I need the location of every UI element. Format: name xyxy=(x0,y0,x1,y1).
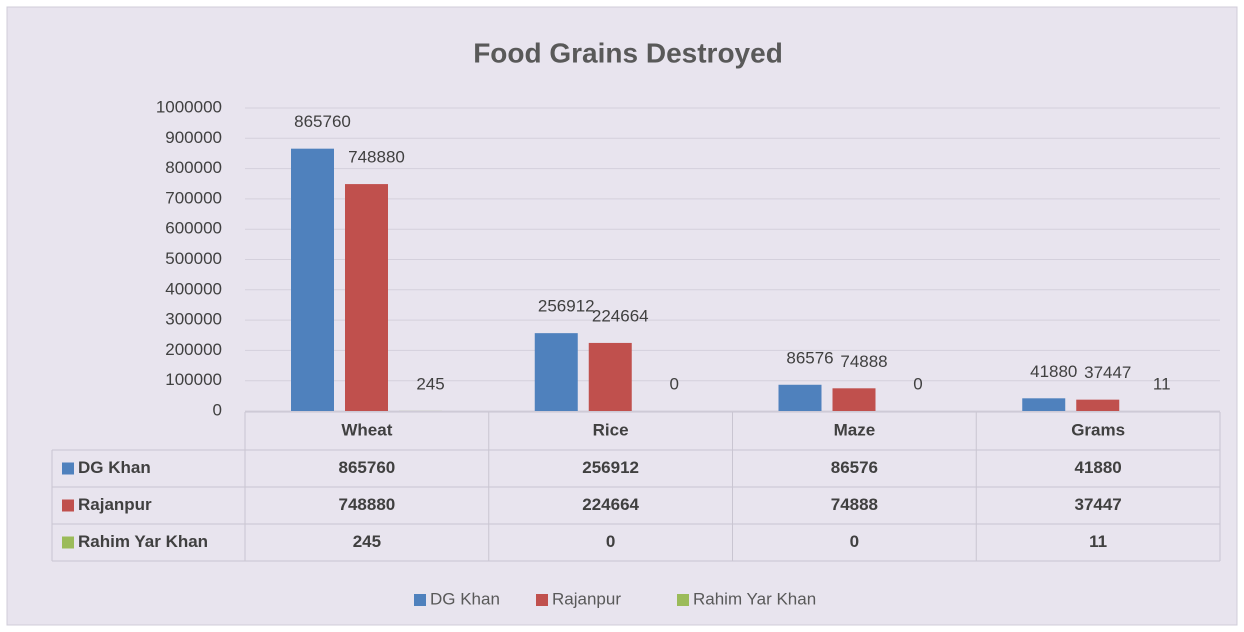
table-row-label: DG Khan xyxy=(78,458,151,477)
table-legend-key xyxy=(62,536,74,549)
table-cell: 865760 xyxy=(339,458,396,477)
table-cell: 256912 xyxy=(582,458,639,477)
table-cell: 0 xyxy=(850,532,859,551)
table-cell: 11 xyxy=(1089,532,1107,551)
bar xyxy=(291,148,334,411)
data-label: 11 xyxy=(1153,374,1171,393)
data-label: 0 xyxy=(913,374,922,393)
y-tick-label: 600000 xyxy=(165,219,222,238)
bar xyxy=(1076,399,1120,411)
legend-key xyxy=(414,594,426,606)
legend-label: Rajanpur xyxy=(552,589,621,608)
y-tick-label: 1000000 xyxy=(156,97,222,116)
data-label: 256912 xyxy=(538,297,595,316)
table-row-label: Rajanpur xyxy=(78,495,152,514)
data-label: 0 xyxy=(670,374,679,393)
table-cell: 37447 xyxy=(1074,495,1121,514)
bar xyxy=(1022,398,1066,411)
table-header: Maze xyxy=(834,420,876,439)
data-label: 86576 xyxy=(786,348,833,367)
legend-label: DG Khan xyxy=(430,589,500,608)
y-tick-label: 200000 xyxy=(165,340,222,359)
bar xyxy=(345,184,388,411)
table-header: Wheat xyxy=(341,420,392,439)
table-cell: 748880 xyxy=(339,495,396,514)
chart-background xyxy=(6,6,1238,626)
data-label: 37447 xyxy=(1084,363,1131,382)
data-label: 224664 xyxy=(592,306,649,325)
legend-key xyxy=(536,594,548,606)
data-label: 748880 xyxy=(348,148,405,167)
y-tick-label: 900000 xyxy=(165,128,222,147)
table-cell: 74888 xyxy=(831,495,878,514)
table-cell: 224664 xyxy=(582,495,639,514)
legend-label: Rahim Yar Khan xyxy=(693,589,816,608)
y-tick-label: 500000 xyxy=(165,249,222,268)
data-label: 865760 xyxy=(294,112,351,131)
data-label: 245 xyxy=(416,374,444,393)
table-row-label: Rahim Yar Khan xyxy=(78,532,208,551)
table-cell: 0 xyxy=(606,532,615,551)
bar xyxy=(778,384,822,411)
chart-title: Food Grains Destroyed xyxy=(473,37,783,68)
table-header: Grams xyxy=(1071,420,1125,439)
y-tick-label: 0 xyxy=(213,400,222,419)
bar xyxy=(588,342,632,411)
bar xyxy=(534,333,578,411)
table-cell: 41880 xyxy=(1074,458,1121,477)
y-tick-label: 400000 xyxy=(165,279,222,298)
table-header: Rice xyxy=(593,420,629,439)
y-tick-label: 800000 xyxy=(165,158,222,177)
bar xyxy=(832,388,876,411)
table-legend-key xyxy=(62,499,74,512)
table-legend-key xyxy=(62,462,74,475)
data-label: 74888 xyxy=(840,352,887,371)
table-cell: 86576 xyxy=(831,458,878,477)
y-tick-label: 300000 xyxy=(165,310,222,329)
table-cell: 245 xyxy=(353,532,381,551)
y-tick-label: 700000 xyxy=(165,188,222,207)
legend-key xyxy=(677,594,689,606)
data-label: 41880 xyxy=(1030,362,1077,381)
y-tick-label: 100000 xyxy=(165,370,222,389)
